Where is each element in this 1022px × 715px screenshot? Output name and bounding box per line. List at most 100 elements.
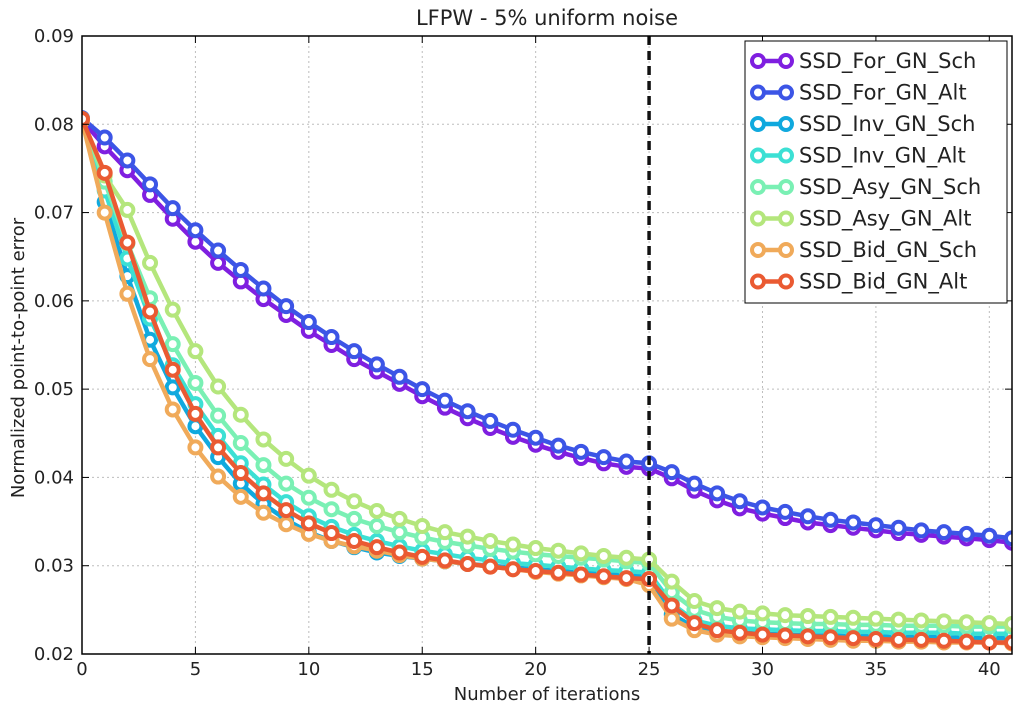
data-point: [663, 597, 680, 614]
data-point: [368, 539, 385, 556]
data-point: [1004, 615, 1012, 632]
tick-layer: 0 5 10 15 20 25 30 35 40 0.02 0.03 0.04 0.05 0.06 0.07…: [34, 26, 1012, 680]
x-tick-label: 20: [524, 659, 547, 680]
series-SSD_Bid_GN_Alt: [82, 110, 1012, 651]
data-point: [368, 502, 385, 519]
data-point: [391, 510, 408, 527]
series-layer: [82, 110, 1012, 652]
data-point: [436, 552, 453, 569]
data-point: [550, 437, 567, 454]
legend-box: [744, 40, 1008, 304]
data-point: [255, 457, 272, 474]
data-point: [346, 493, 363, 510]
data-point: [504, 421, 521, 438]
data-point: [731, 603, 748, 620]
data-point: [913, 522, 930, 539]
data-point: [913, 631, 930, 648]
data-point: [731, 624, 748, 641]
legend-label: SSD_Bid_GN_Alt: [799, 270, 967, 295]
data-point: [618, 453, 635, 470]
data-point: [799, 628, 816, 645]
data-point: [232, 465, 249, 482]
data-point: [686, 475, 703, 492]
data-point: [459, 528, 476, 545]
data-point: [300, 467, 317, 484]
data-point: [187, 222, 204, 239]
data-point: [731, 493, 748, 510]
data-point: [368, 517, 385, 534]
data-point: [164, 301, 181, 318]
data-point: [663, 573, 680, 590]
data-point: [232, 406, 249, 423]
data-point: [278, 516, 295, 533]
data-point: [754, 605, 771, 622]
data-point: [278, 298, 295, 315]
data-point: [822, 608, 839, 625]
data-point: [890, 631, 907, 648]
data-point: [210, 254, 227, 271]
legend-swatch-marker: [750, 242, 766, 258]
data-point: [1004, 634, 1012, 651]
data-point: [323, 329, 340, 346]
x-tick-label: 5: [190, 659, 201, 680]
data-point: [935, 613, 952, 630]
data-point: [573, 545, 590, 562]
data-point: [981, 634, 998, 651]
data-point: [96, 129, 113, 146]
data-point: [845, 609, 862, 626]
data-point: [164, 200, 181, 217]
data-point: [187, 439, 204, 456]
y-tick-label: 0.04: [34, 467, 74, 488]
legend-swatch-marker: [778, 210, 794, 227]
legend: SSD_For_GN_Sch SSD_For_GN_Alt SSD_Inv_GN_S…: [744, 40, 1008, 304]
data-point: [482, 412, 499, 429]
data-point: [618, 549, 635, 566]
data-point: [890, 519, 907, 536]
data-point: [595, 449, 612, 466]
data-point: [527, 540, 544, 557]
data-point: [663, 464, 680, 481]
data-point: [686, 615, 703, 632]
legend-swatch-marker: [778, 147, 794, 164]
y-tick-label: 0.07: [34, 203, 74, 224]
data-point: [550, 542, 567, 559]
data-point: [527, 563, 544, 580]
legend-swatch-marker: [778, 53, 794, 69]
data-point: [346, 343, 363, 360]
data-point: [82, 110, 90, 127]
legend-label: SSD_Asy_GN_Sch: [799, 175, 981, 200]
data-point: [890, 611, 907, 628]
data-point: [232, 261, 249, 278]
y-tick-label: 0.08: [34, 114, 74, 135]
data-point: [232, 434, 249, 451]
data-point: [459, 555, 476, 572]
data-point: [663, 610, 680, 627]
legend-label: SSD_Inv_GN_Sch: [799, 112, 975, 137]
data-point: [278, 475, 295, 492]
data-point: [300, 515, 317, 532]
data-point: [958, 614, 975, 631]
data-point: [709, 600, 726, 617]
legend-label: SSD_Bid_GN_Sch: [799, 238, 977, 263]
series-SSD_For_GN_Alt: [82, 110, 1012, 547]
data-point: [278, 450, 295, 467]
data-point: [323, 501, 340, 518]
data-point: [958, 525, 975, 542]
data-point: [346, 510, 363, 527]
x-tick-label: 15: [411, 659, 434, 680]
data-point: [777, 627, 794, 644]
data-point: [96, 164, 113, 181]
data-point: [278, 502, 295, 519]
data-point: [867, 610, 884, 627]
data-point: [777, 607, 794, 624]
data-point: [391, 544, 408, 561]
data-point: [187, 405, 204, 422]
x-tick-label: 25: [638, 659, 661, 680]
data-point: [504, 536, 521, 553]
data-point: [255, 504, 272, 521]
data-point: [210, 468, 227, 485]
legend-swatch-marker: [778, 179, 794, 195]
data-point: [482, 532, 499, 549]
data-point: [142, 303, 159, 320]
data-point: [799, 508, 816, 525]
